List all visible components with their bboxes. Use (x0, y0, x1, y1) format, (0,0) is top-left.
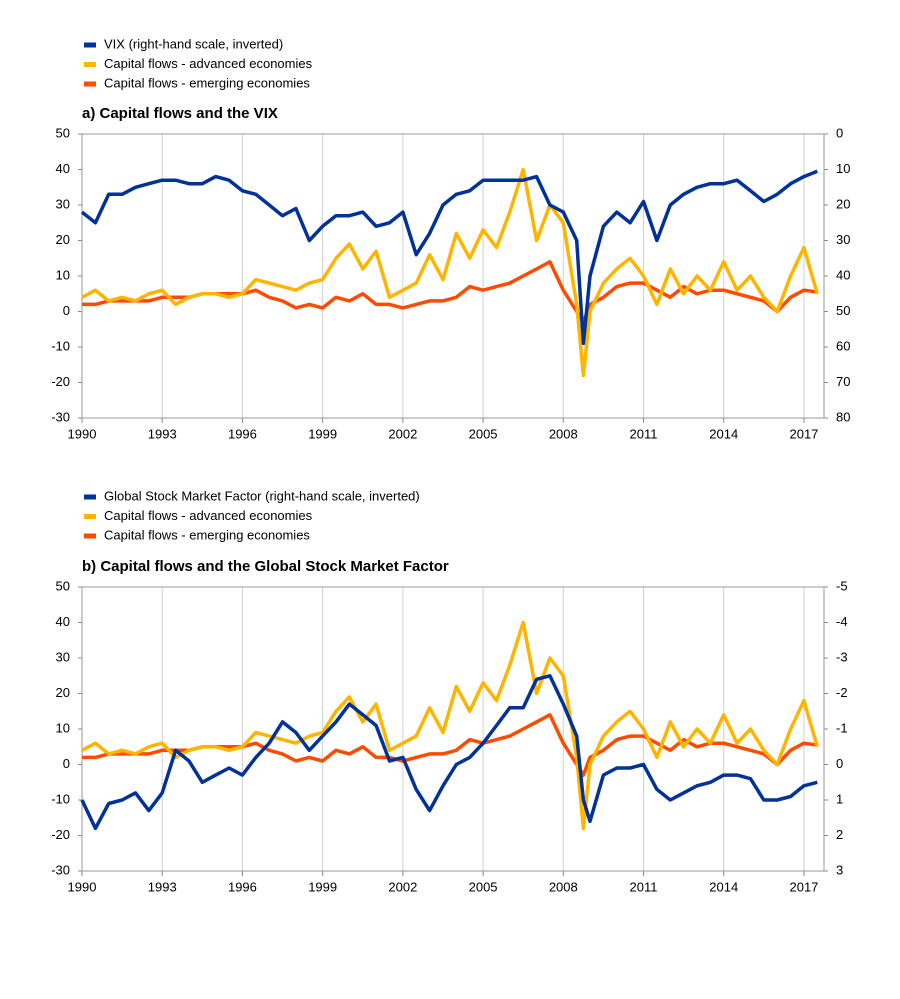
plot-frame (81, 133, 825, 419)
x-tick-label: 2005 (469, 879, 498, 894)
series-line (82, 260, 818, 324)
x-tick-label: 2002 (388, 879, 417, 894)
y-tick-label: 50 (56, 125, 70, 140)
series-line (81, 167, 819, 378)
chart-title: b) Capital flows and the Global Stock Ma… (82, 558, 449, 575)
y-tick-label: 10 (56, 720, 70, 735)
x-tick-label: 1993 (148, 426, 177, 441)
y2-tick-label: 70 (836, 374, 850, 389)
x-tick-label: 1990 (68, 426, 97, 441)
y2-tick-label: 40 (836, 267, 850, 282)
x-tick-label: 2011 (630, 879, 658, 894)
x-tick-label: 2008 (549, 426, 578, 441)
x-tick-label: 2017 (789, 879, 818, 894)
y2-tick-label: -4 (836, 614, 848, 629)
y2-tick-label: 0 (836, 756, 843, 771)
y2-tick-label: -3 (836, 649, 848, 664)
y-tick-label: 40 (56, 161, 70, 176)
y-tick-label: -10 (51, 338, 70, 353)
x-tick-label: 1996 (228, 426, 257, 441)
y-tick-label: -20 (51, 827, 70, 842)
x-tick-label: 2002 (388, 426, 417, 441)
x-tick-label: 2008 (549, 879, 578, 894)
x-tick-label: 2014 (709, 426, 738, 441)
y2-tick-label: 60 (836, 338, 850, 353)
y2-tick-label: 50 (836, 303, 850, 318)
y-tick-label: 20 (56, 232, 70, 247)
y-tick-label: 0 (63, 303, 70, 318)
y2-tick-label: 20 (836, 196, 850, 211)
series-line (80, 169, 818, 346)
series-line (80, 674, 818, 831)
x-tick-label: 2017 (789, 426, 818, 441)
legend-label: Capital flows - emerging economies (104, 75, 310, 90)
legend-label: Capital flows - advanced economies (104, 508, 313, 523)
y-tick-label: 30 (56, 196, 70, 211)
y-tick-label: 30 (56, 649, 70, 664)
x-tick-label: 1999 (308, 426, 337, 441)
y2-tick-label: -1 (836, 720, 848, 735)
y-tick-label: -10 (51, 791, 70, 806)
legend-label: VIX (right-hand scale, inverted) (104, 36, 283, 51)
y-tick-label: 50 (56, 578, 70, 593)
y2-tick-label: -2 (836, 685, 848, 700)
chart-title: a) Capital flows and the VIX (82, 105, 278, 122)
y-tick-label: -30 (51, 862, 70, 877)
y-tick-label: -20 (51, 374, 70, 389)
legend-label: Capital flows - emerging economies (104, 527, 310, 542)
x-tick-label: 2011 (630, 426, 658, 441)
y-tick-label: 0 (63, 756, 70, 771)
y2-tick-label: 0 (836, 125, 843, 140)
y2-tick-label: 2 (836, 827, 843, 842)
y2-tick-label: 10 (836, 161, 850, 176)
y-tick-label: -30 (51, 409, 70, 424)
y-tick-label: 40 (56, 614, 70, 629)
y-tick-label: 20 (56, 685, 70, 700)
legend-label: Capital flows - advanced economies (104, 56, 313, 71)
y2-tick-label: 1 (836, 791, 843, 806)
series-line (81, 620, 819, 831)
y-tick-label: 10 (56, 267, 70, 282)
x-tick-label: 2005 (469, 426, 498, 441)
y2-tick-label: -5 (836, 578, 848, 593)
plot-frame (81, 586, 825, 872)
legend-label: Global Stock Market Factor (right-hand s… (104, 488, 420, 503)
y2-tick-label: 3 (836, 862, 843, 877)
x-tick-label: 1999 (308, 879, 337, 894)
x-tick-label: 2014 (709, 879, 738, 894)
y2-tick-label: 30 (836, 232, 850, 247)
x-tick-label: 1993 (148, 879, 177, 894)
y2-tick-label: 80 (836, 409, 850, 424)
x-tick-label: 1990 (68, 879, 97, 894)
x-tick-label: 1996 (228, 879, 257, 894)
